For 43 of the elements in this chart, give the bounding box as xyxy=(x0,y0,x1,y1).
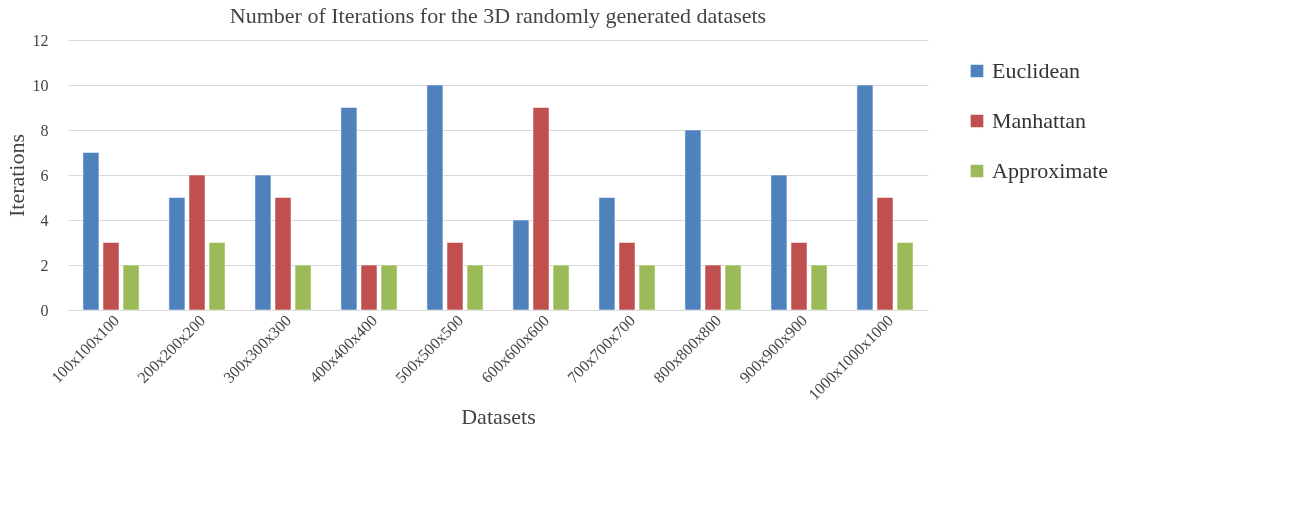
bar xyxy=(254,174,272,311)
x-axis-title: Datasets xyxy=(461,404,536,430)
bar xyxy=(168,197,186,311)
legend-label: Manhattan xyxy=(992,108,1087,133)
bar xyxy=(704,264,722,311)
bar xyxy=(188,174,206,311)
bar xyxy=(810,264,828,311)
bar xyxy=(598,197,616,311)
bar xyxy=(856,84,874,311)
bar xyxy=(532,107,550,311)
y-tick-label: 6 xyxy=(40,166,49,184)
bar xyxy=(208,242,226,311)
y-axis-title: Iterations xyxy=(3,133,29,218)
bar xyxy=(790,242,808,311)
y-tick-label: 10 xyxy=(32,76,49,94)
bar xyxy=(274,197,292,311)
bar xyxy=(426,84,444,311)
legend-label: Euclidean xyxy=(992,58,1080,83)
bar xyxy=(512,219,530,311)
bar xyxy=(896,242,914,311)
y-tick-label: 0 xyxy=(40,301,49,319)
y-tick-label: 4 xyxy=(40,211,49,229)
bar xyxy=(684,129,702,311)
bar xyxy=(380,264,398,311)
bar xyxy=(618,242,636,311)
bar xyxy=(340,107,358,311)
bar xyxy=(876,197,894,311)
bar xyxy=(638,264,656,311)
y-tick-label: 2 xyxy=(40,256,49,274)
bar xyxy=(466,264,484,311)
bar xyxy=(122,264,140,311)
legend-label: Approximate xyxy=(992,158,1109,183)
bar xyxy=(360,264,378,311)
bar xyxy=(446,242,464,311)
bar xyxy=(294,264,312,311)
chart-title: Number of Iterations for the 3D randomly generated datasets xyxy=(229,3,767,28)
bar xyxy=(102,242,120,311)
y-tick-label: 8 xyxy=(40,121,49,139)
bar xyxy=(552,264,570,311)
bar xyxy=(724,264,742,311)
bar xyxy=(82,152,100,311)
bar xyxy=(770,174,788,311)
y-tick-label: 12 xyxy=(32,31,49,49)
